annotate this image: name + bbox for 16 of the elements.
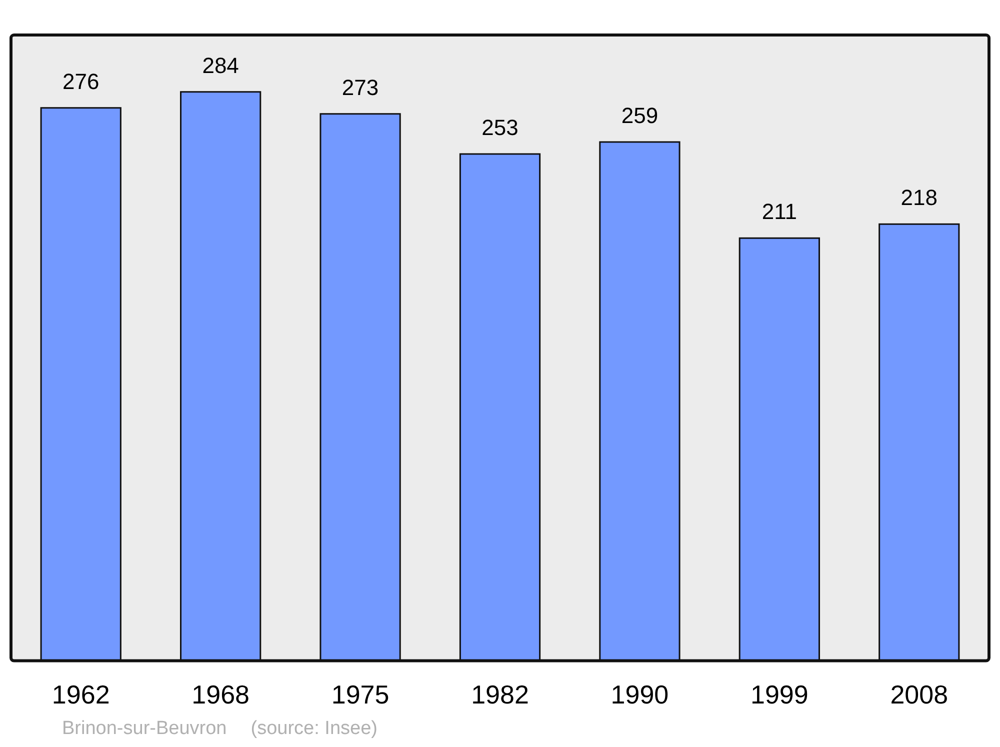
x-tick-label: 1968	[192, 680, 250, 710]
data-label: 253	[482, 115, 518, 140]
data-label: 218	[900, 185, 938, 210]
x-tick-label: 1962	[52, 680, 110, 710]
x-tick-label: 2008	[890, 680, 948, 710]
data-label: 276	[62, 68, 100, 94]
text: Brinon-sur-Beuvron	[62, 718, 227, 739]
text: (source: Insee)	[250, 718, 378, 739]
x-tick-label: 1982	[471, 680, 529, 710]
data-label: 273	[342, 74, 379, 100]
data-label: 284	[202, 52, 239, 78]
x-tick-label: 1999	[750, 680, 808, 710]
x-tick-label: 1975	[331, 680, 390, 710]
data-label: 211	[762, 199, 797, 224]
data-label: 259	[621, 103, 658, 128]
x-tick-label: 1990	[610, 680, 669, 710]
